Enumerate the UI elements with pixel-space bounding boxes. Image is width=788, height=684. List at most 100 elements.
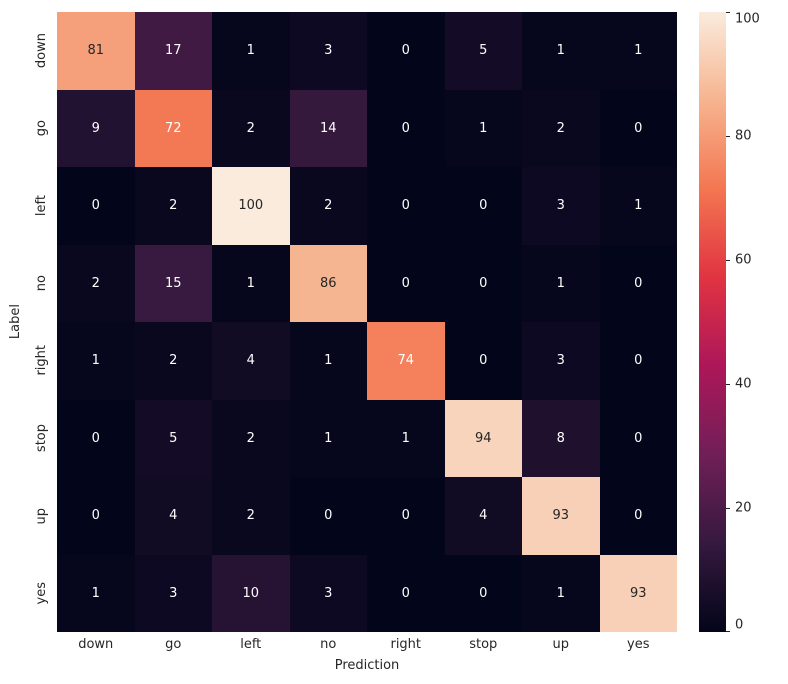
heatmap-cell-right-no: 1 [289,322,367,400]
y-tick-label-yes: yes [30,555,52,633]
y-tick-labels: down go left no right stop up yes [30,12,52,632]
heatmap-cell-up-down: 0 [57,477,135,555]
heatmap-cell-down-go: 17 [134,12,212,90]
y-tick-label-text: down [33,33,49,69]
heatmap-cell-down-down: 81 [57,12,135,90]
y-tick-label-stop: stop [30,400,52,478]
colorbar-tick-label-100: 100 [735,11,760,27]
heatmap-cell-stop-up: 8 [522,399,600,477]
heatmap-cell-right-go: 2 [134,322,212,400]
heatmap-cell-stop-yes: 0 [599,399,677,477]
y-axis-label-text: Label [7,304,23,340]
y-tick-label-right: right [30,322,52,400]
x-tick-label-down: down [78,637,114,652]
heatmap-cell-go-go: 72 [134,89,212,167]
heatmap-cell-no-left: 1 [212,244,290,322]
colorbar-tick-label-0: 0 [735,617,744,633]
heatmap-cell-left-no: 2 [289,167,367,245]
heatmap-cell-no-stop: 0 [444,244,522,322]
x-tick-label-right: right [390,637,422,652]
heatmap-cell-down-stop: 5 [444,12,522,90]
y-tick-label-text: yes [33,582,49,605]
heatmap-cell-go-stop: 1 [444,89,522,167]
y-tick-label-up: up [30,477,52,555]
heatmap-cell-no-down: 2 [57,244,135,322]
heatmap-cell-yes-left: 10 [212,554,290,632]
y-tick-label-text: go [33,120,49,137]
y-tick-label-text: no [33,275,49,292]
x-tick-label-stop: stop [469,637,498,652]
heatmap-cell-left-stop: 0 [444,167,522,245]
x-tick-label-go: go [165,637,182,652]
heatmap-cell-right-right: 74 [367,322,445,400]
confusion-matrix-heatmap: 81 17 1 3 0 5 1 1 9 72 2 14 0 1 2 0 0 2 100 2 0 0 3 1 2 15 1 86 0 0 1 0… [57,12,677,632]
heatmap-cell-up-yes: 0 [599,477,677,555]
heatmap-cell-stop-stop: 94 [444,399,522,477]
heatmap-cell-go-down: 9 [57,89,135,167]
colorbar-tick-mark [726,136,730,137]
colorbar-tick-label-60: 60 [735,252,752,268]
heatmap-cell-down-left: 1 [212,12,290,90]
heatmap-cell-go-yes: 0 [599,89,677,167]
colorbar-tick-mark [726,12,730,13]
x-tick-label-no: no [320,637,337,652]
heatmap-cell-yes-go: 3 [134,554,212,632]
heatmap-cell-no-up: 1 [522,244,600,322]
y-tick-label-text: stop [33,424,49,453]
y-tick-label-left: left [30,167,52,245]
heatmap-cell-right-up: 3 [522,322,600,400]
heatmap-cell-stop-no: 1 [289,399,367,477]
heatmap-cell-left-right: 0 [367,167,445,245]
heatmap-cell-up-right: 0 [367,477,445,555]
y-tick-label-text: left [33,195,49,217]
heatmap-cell-down-up: 1 [522,12,600,90]
heatmap-cell-right-down: 1 [57,322,135,400]
heatmap-cell-no-right: 0 [367,244,445,322]
heatmap-cell-left-up: 3 [522,167,600,245]
x-tick-labels: down go left no right stop up yes [57,637,677,655]
x-tick-label-up: up [552,637,570,652]
y-tick-label-go: go [30,90,52,168]
heatmap-cell-stop-go: 5 [134,399,212,477]
colorbar-tick-mark [726,631,730,632]
heatmap-cell-down-right: 0 [367,12,445,90]
y-tick-label-no: no [30,245,52,323]
heatmap-cell-right-stop: 0 [444,322,522,400]
heatmap-cell-left-yes: 1 [599,167,677,245]
heatmap-cell-no-yes: 0 [599,244,677,322]
colorbar-tick-mark [726,260,730,261]
y-axis-label: Label [6,12,24,632]
heatmap-cell-yes-yes: 93 [599,554,677,632]
colorbar-ticks: 0 20 40 60 80 100 [726,11,786,633]
heatmap-cell-go-left: 2 [212,89,290,167]
heatmap-cell-yes-no: 3 [289,554,367,632]
colorbar-tick-label-40: 40 [735,376,752,392]
colorbar [699,12,726,632]
heatmap-cell-yes-stop: 0 [444,554,522,632]
heatmap-cell-left-go: 2 [134,167,212,245]
heatmap-cell-up-left: 2 [212,477,290,555]
colorbar-tick-mark [726,508,730,509]
x-tick-label-left: left [240,637,262,652]
heatmap-cell-stop-left: 2 [212,399,290,477]
heatmap-cell-right-left: 4 [212,322,290,400]
heatmap-cell-no-no: 86 [289,244,367,322]
heatmap-cell-go-up: 2 [522,89,600,167]
heatmap-cell-right-yes: 0 [599,322,677,400]
y-tick-label-text: right [33,345,49,377]
heatmap-cell-up-stop: 4 [444,477,522,555]
y-tick-label-down: down [30,12,52,90]
x-axis-label: Prediction [334,658,400,673]
heatmap-cell-stop-right: 1 [367,399,445,477]
heatmap-cell-yes-right: 0 [367,554,445,632]
heatmap-cell-left-down: 0 [57,167,135,245]
heatmap-cell-down-yes: 1 [599,12,677,90]
x-tick-label-yes: yes [627,637,650,652]
heatmap-cell-up-go: 4 [134,477,212,555]
colorbar-tick-label-20: 20 [735,500,752,516]
heatmap-cell-down-no: 3 [289,12,367,90]
heatmap-cell-yes-down: 1 [57,554,135,632]
heatmap-cell-left-left: 100 [212,167,290,245]
heatmap-cell-go-right: 0 [367,89,445,167]
